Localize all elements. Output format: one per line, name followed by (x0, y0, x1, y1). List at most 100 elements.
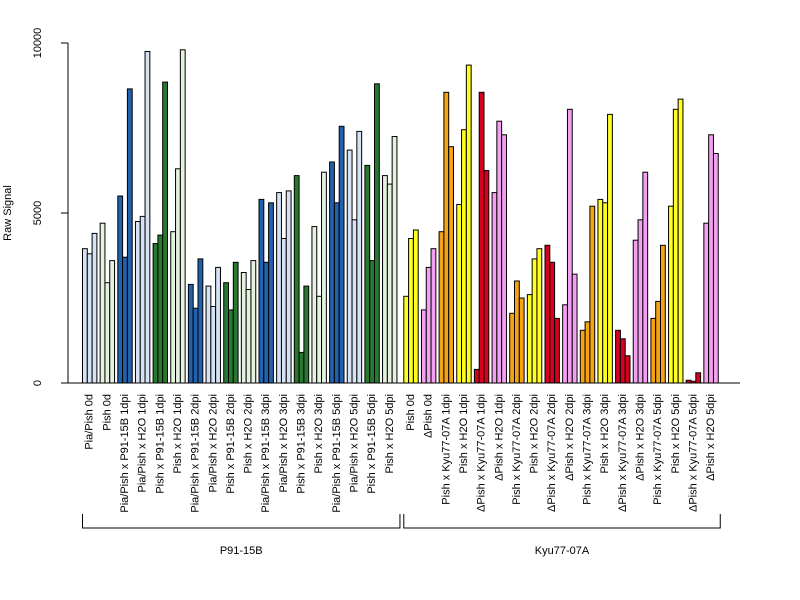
x-tick-label: ΔPish x H2O 1dpi (493, 394, 505, 481)
bar (685, 379, 692, 384)
bar (708, 134, 714, 384)
bar (491, 192, 498, 384)
bar (263, 261, 270, 384)
bar (91, 232, 98, 384)
x-tick-label: Pia/Pish x H2O 1dpi (137, 394, 149, 492)
bar (690, 380, 697, 384)
x-tick-label: ΔPish x H2O 3dpi (634, 394, 646, 481)
bar (602, 202, 609, 384)
y-tick-label: 10000 (32, 28, 44, 59)
bar (554, 317, 560, 384)
bar (122, 256, 128, 384)
bar (496, 120, 503, 384)
x-tick-label: ΔPish 0d (423, 394, 435, 438)
bar (104, 282, 111, 384)
bar (338, 125, 345, 384)
bar (509, 312, 516, 384)
bar (356, 130, 363, 384)
bar (369, 260, 376, 384)
x-tick-label: Pish x P91-15B 5dpi (366, 394, 378, 494)
bar (298, 351, 305, 384)
x-tick-label: Pia/Pish x P91-15B 2dpi (190, 394, 202, 513)
x-tick-label: Pish x H2O 3dpi (313, 394, 325, 473)
x-tick-label: ΔPish x H2O 5dpi (705, 394, 717, 481)
bar (329, 161, 335, 384)
bar (483, 170, 490, 384)
bar (526, 294, 533, 384)
bar (531, 258, 538, 384)
bar (205, 285, 212, 384)
bar (245, 289, 252, 384)
x-tick-label: ΔPish x Kyu77-07A 3dpi (617, 394, 629, 512)
bar (660, 244, 666, 384)
bar (566, 108, 573, 384)
bar (285, 190, 292, 384)
bar (280, 238, 287, 384)
bar (571, 273, 578, 384)
bar (650, 317, 657, 384)
bar (597, 198, 604, 384)
bar (268, 202, 274, 384)
bar (420, 309, 427, 384)
bar (632, 239, 639, 384)
group-bracket (82, 514, 401, 529)
bar (316, 295, 323, 384)
bar (179, 49, 186, 384)
bar (544, 244, 551, 384)
bar (478, 91, 485, 384)
bar (637, 219, 644, 384)
bar (364, 164, 371, 384)
x-tick-label: Pia/Pish x P91-15B 3dpi (260, 394, 272, 513)
bar (408, 238, 414, 384)
x-tick-labels: Pia/Pish 0d Pish 0d Pia/Pish x P91-15B 1dp… (84, 394, 717, 513)
bars (82, 49, 719, 384)
bar (562, 304, 568, 384)
x-tick-label: Pish x H2O 3dpi (599, 394, 611, 473)
bar (615, 329, 621, 384)
bar (514, 280, 520, 384)
bar (607, 113, 613, 384)
bar (579, 329, 586, 384)
bar (501, 134, 507, 384)
x-tick-label: Pish x Kyu77-07A 3dpi (582, 394, 594, 505)
bar (192, 307, 199, 384)
bar (624, 355, 631, 384)
group-brackets: P91-15B Kyu77-07A (82, 514, 721, 557)
x-tick-label: Pia/Pish x P91-15B 1dpi (119, 394, 131, 513)
bar (672, 108, 679, 384)
x-tick-label: ΔPish x H2O 2dpi (564, 394, 576, 481)
bar (386, 183, 393, 384)
x-tick-label: Pish x H2O 2dpi (243, 394, 255, 473)
bar (351, 219, 358, 384)
bar (382, 175, 388, 384)
bar (655, 300, 662, 384)
y-tick-label: 5000 (32, 201, 44, 225)
bar (99, 222, 106, 384)
bar (175, 168, 181, 384)
bar (223, 282, 229, 384)
x-tick-label: Pish x P91-15B 1dpi (154, 394, 166, 494)
bar (518, 297, 525, 384)
bar (448, 146, 455, 384)
bar (215, 266, 221, 384)
x-tick-label: Pish x H2O 5dpi (670, 394, 682, 473)
bar (461, 129, 467, 384)
y-axis-label: Raw Signal (2, 185, 14, 241)
x-tick-label: Pish 0d (101, 394, 113, 431)
bar (443, 91, 450, 384)
bar (170, 231, 177, 384)
bar (232, 261, 239, 384)
bar (677, 98, 684, 384)
x-tick-label: Pia/Pish x H2O 5dpi (348, 394, 360, 492)
bar (134, 221, 141, 384)
bar (240, 272, 247, 384)
bar (333, 202, 340, 384)
bar (473, 368, 480, 384)
bar (117, 195, 124, 384)
bar (536, 248, 543, 384)
x-tick-label: Pish x H2O 1dpi (172, 394, 184, 473)
bar (109, 260, 116, 384)
bar (391, 136, 398, 384)
group-label: Kyu77-07A (535, 545, 590, 557)
bar (152, 243, 159, 384)
